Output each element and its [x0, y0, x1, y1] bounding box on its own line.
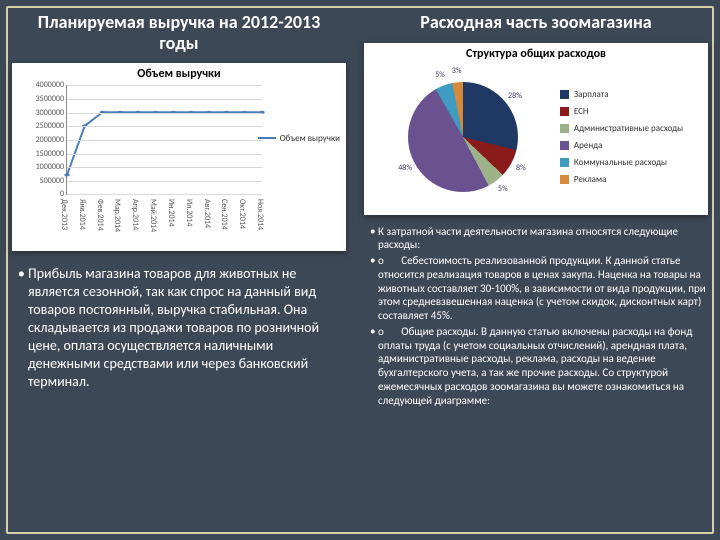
- pie-chart: Структура общих расходов 28% 8% 5% 48% 5% 3% …: [364, 43, 708, 215]
- y-tick-label: 3500000: [36, 94, 67, 104]
- pie-slice-label: 28%: [508, 91, 522, 101]
- pie-legend-row: Реклама: [560, 174, 702, 185]
- x-tick-label: Сен.2014: [219, 199, 229, 230]
- right-bullet: К затратной части деятельности магазина …: [378, 225, 708, 253]
- legend-swatch: [560, 124, 569, 133]
- gridline: [67, 154, 262, 155]
- right-bullets: К затратной части деятельности магазина …: [364, 225, 708, 410]
- x-tick-label: Ил.2014: [184, 199, 194, 226]
- x-tick-label: Янв.2014: [77, 199, 87, 230]
- gridline: [67, 99, 262, 100]
- legend-label: Реклама: [574, 174, 606, 185]
- left-bullet: Прибыль магазина товаров для животных не…: [28, 265, 346, 390]
- x-tick-label: Дек.2013: [59, 199, 69, 230]
- legend-swatch: [560, 158, 569, 167]
- gridline: [67, 140, 262, 141]
- right-heading: Расходная часть зоомагазина: [364, 12, 708, 33]
- gridline: [67, 113, 262, 114]
- right-column: Расходная часть зоомагазина Структура об…: [364, 12, 708, 528]
- gridline: [67, 126, 262, 127]
- pie-slice-label: 5%: [435, 70, 445, 80]
- line-chart-body: 0500000100000015000002000000250000030000…: [18, 85, 340, 243]
- line-chart: Объем выручки 05000001000000150000020000…: [12, 63, 346, 251]
- legend-label: Коммунальные расходы: [574, 157, 667, 168]
- gridline: [67, 181, 262, 182]
- x-tick-label: Май.2014: [148, 199, 158, 232]
- pie-legend-row: ЕСН: [560, 106, 702, 117]
- right-bullet: o Общие расходы. В данную статью включен…: [378, 325, 708, 408]
- y-tick-label: 1500000: [36, 149, 67, 159]
- legend-swatch: [560, 90, 569, 99]
- x-tick-label: Фев.2014: [95, 199, 105, 231]
- x-tick-label: Ин.2014: [166, 199, 176, 227]
- legend-label: Зарплата: [574, 89, 609, 100]
- pie-chart-title: Структура общих расходов: [364, 43, 708, 61]
- legend-swatch: [258, 137, 276, 139]
- line-chart-title: Объем выручки: [12, 63, 346, 81]
- y-tick-label: 2000000: [36, 135, 67, 145]
- left-bullets: Прибыль магазина товаров для животных не…: [12, 265, 346, 390]
- left-column: Планируемая выручка на 2012-2013 годы Об…: [12, 12, 346, 528]
- x-tick-label: Авг.2014: [202, 199, 212, 228]
- y-tick-label: 500000: [40, 176, 67, 186]
- gridline: [67, 85, 262, 86]
- pie-legend-row: Коммунальные расходы: [560, 157, 702, 168]
- legend-label: Аренда: [574, 140, 603, 151]
- pie-slice-label: 5%: [498, 184, 508, 194]
- gridline: [67, 167, 262, 168]
- legend-label: Объем выручки: [280, 133, 340, 144]
- pie-legend-row: Аренда: [560, 140, 702, 151]
- x-tick-label: Окт.2014: [237, 199, 247, 229]
- left-heading: Планируемая выручка на 2012-2013 годы: [12, 12, 346, 53]
- pie-disc: [408, 82, 518, 192]
- legend-swatch: [560, 175, 569, 184]
- legend-swatch: [560, 107, 569, 116]
- line-chart-plot: 0500000100000015000002000000250000030000…: [66, 85, 262, 195]
- pie-legend-row: Зарплата: [560, 89, 702, 100]
- legend-label: ЕСН: [574, 106, 589, 117]
- x-tick-label: Мар.2014: [112, 199, 122, 232]
- pie-slice-label: 3%: [452, 66, 462, 76]
- pie-chart-body: 28% 8% 5% 48% 5% 3% Зарплата ЕСН Административн…: [370, 65, 702, 209]
- right-bullet: o Себестоимость реализованной продукции.…: [378, 254, 708, 323]
- legend-label: Административные расходы: [574, 123, 683, 134]
- x-tick-label: Ноя.2014: [255, 199, 265, 230]
- pie-slice-label: 48%: [398, 163, 412, 173]
- line-chart-xlabels: Дек.2013Янв.2014Фев.2014Мар.2014Апр.2014…: [66, 195, 262, 243]
- pie-legend-row: Административные расходы: [560, 123, 702, 134]
- y-tick-label: 3000000: [36, 108, 67, 118]
- pie-legend: Зарплата ЕСН Административные расходы Аренд…: [556, 65, 702, 209]
- line-chart-legend: Объем выручки: [258, 133, 340, 144]
- slide-content: Планируемая выручка на 2012-2013 годы Об…: [12, 12, 708, 528]
- y-tick-label: 2500000: [36, 121, 67, 131]
- legend-swatch: [560, 141, 569, 150]
- y-tick-label: 1000000: [36, 162, 67, 172]
- pie-wrap: 28% 8% 5% 48% 5% 3%: [370, 65, 556, 209]
- y-tick-label: 4000000: [36, 80, 67, 90]
- pie-slice-label: 8%: [516, 163, 526, 173]
- x-tick-label: Апр.2014: [130, 199, 140, 230]
